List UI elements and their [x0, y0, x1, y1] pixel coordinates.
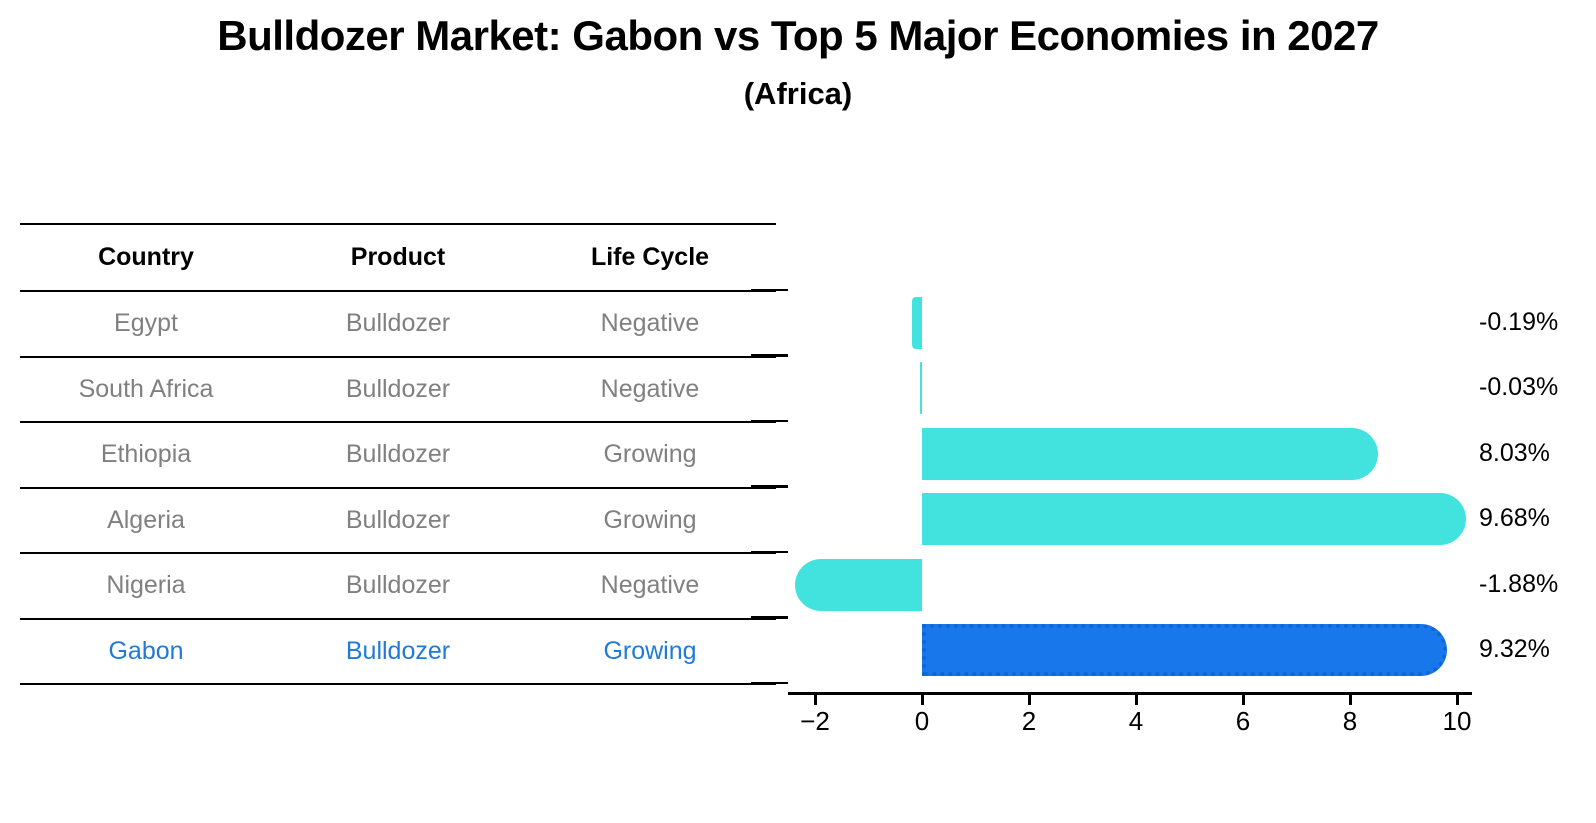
bar-ethiopia: [922, 427, 1378, 480]
bar-egypt: [911, 296, 922, 349]
cell-country: Nigeria: [106, 571, 186, 600]
cell-product: Bulldozer: [345, 636, 451, 665]
value-label: -0.19%: [1479, 307, 1559, 336]
x-axis-tick-label: 6: [1235, 706, 1251, 736]
bar-algeria: [922, 493, 1466, 546]
bar-south-africa: [920, 362, 922, 415]
cell-lifecycle: Growing: [603, 636, 697, 665]
cell-lifecycle: Growing: [603, 505, 697, 534]
column-header-country: Country: [98, 243, 194, 271]
cell-country: South Africa: [78, 374, 214, 403]
cell-country: Gabon: [108, 636, 184, 665]
x-axis-tick: [920, 695, 924, 705]
cell-product: Bulldozer: [345, 571, 451, 600]
y-axis-tick: [751, 419, 788, 423]
value-label: 9.68%: [1479, 504, 1550, 533]
value-label: -1.88%: [1479, 569, 1559, 598]
table-row: Egypt Bulldozer Negative: [20, 292, 776, 358]
cell-lifecycle: Growing: [603, 440, 697, 469]
x-axis-tick-label: 0: [914, 706, 930, 736]
x-axis-tick-label: 2: [1021, 706, 1037, 736]
cell-lifecycle: Negative: [600, 309, 700, 338]
value-label: -0.03%: [1479, 373, 1559, 402]
table-row: Ethiopia Bulldozer Growing: [20, 423, 776, 489]
y-axis-tick: [751, 550, 788, 554]
table-row: South Africa Bulldozer Negative: [20, 358, 776, 423]
bar-nigeria: [795, 558, 922, 611]
bar-gabon: [922, 624, 1447, 677]
comparison-table: Country Product Life Cycle Egypt Bulldoze…: [20, 223, 776, 685]
x-axis-tick: [1241, 695, 1245, 705]
cell-product: Bulldozer: [345, 505, 451, 534]
cell-product: Bulldozer: [345, 309, 451, 338]
table-body: Egypt Bulldozer Negative South Africa Bulldo…: [20, 292, 776, 685]
x-axis-tick-label: 8: [1342, 706, 1358, 736]
x-axis-tick-label: −2: [800, 706, 830, 736]
x-axis-tick: [1455, 695, 1459, 705]
x-axis-tick: [813, 695, 817, 705]
cell-country: Ethiopia: [100, 440, 192, 469]
column-header-product: Product: [350, 243, 446, 271]
x-axis-tick-label: 4: [1128, 706, 1144, 736]
cell-product: Bulldozer: [345, 374, 451, 403]
x-axis-tick: [1134, 695, 1138, 705]
y-axis-tick: [751, 681, 788, 685]
cell-lifecycle: Negative: [600, 571, 700, 600]
table-row: Gabon Bulldozer Growing: [20, 620, 776, 685]
cell-product: Bulldozer: [345, 440, 451, 469]
value-label: 9.32%: [1479, 635, 1550, 664]
y-axis-tick: [751, 354, 788, 357]
chart-title: Bulldozer Market: Gabon vs Top 5 Major E…: [217, 12, 1379, 59]
value-label: 8.03%: [1479, 438, 1550, 467]
x-axis-tick: [1027, 695, 1031, 705]
x-axis-tick-label: 10: [1442, 706, 1472, 736]
table-row: Nigeria Bulldozer Negative: [20, 554, 776, 620]
cell-lifecycle: Negative: [600, 374, 700, 403]
y-axis-tick: [751, 616, 788, 619]
x-axis-line: [788, 692, 1472, 695]
column-header-lifecycle: Life Cycle: [590, 243, 710, 271]
y-axis-tick: [751, 288, 788, 292]
y-axis-tick: [751, 485, 788, 488]
table-header-row: Country Product Life Cycle: [20, 225, 776, 292]
cell-country: Algeria: [107, 505, 185, 534]
table-row: Algeria Bulldozer Growing: [20, 489, 776, 554]
cell-country: Egypt: [114, 309, 178, 338]
chart-subtitle: (Africa): [743, 76, 853, 111]
x-axis-tick: [1348, 695, 1352, 705]
